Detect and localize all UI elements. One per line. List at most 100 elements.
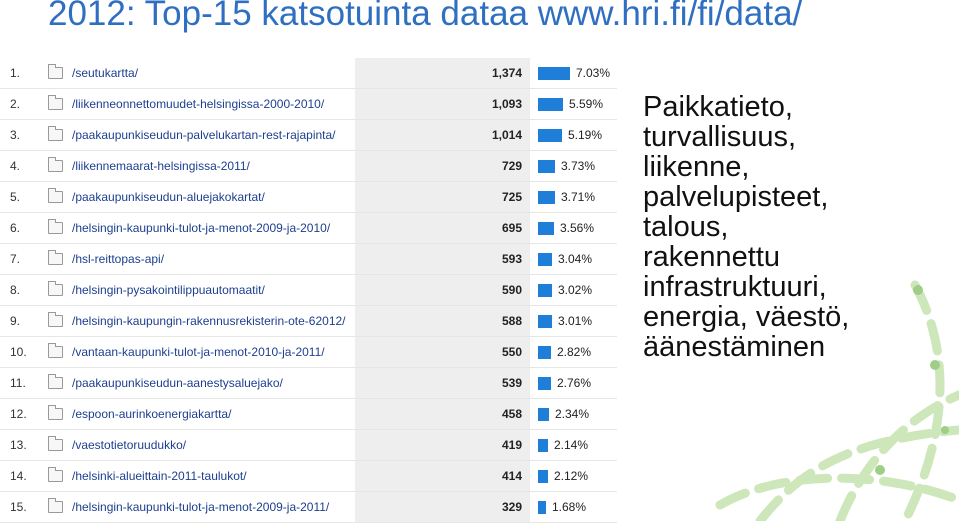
percentage-bar (538, 283, 552, 297)
topic-line: äänestäminen (643, 331, 826, 363)
percentage-bar (538, 97, 563, 111)
page-link[interactable]: /paakaupunkiseudun-aluejakokartat/ (72, 190, 265, 204)
table-row[interactable]: 14. /helsinki-alueittain-2011-taulukot/41… (0, 461, 617, 492)
pageviews-value: 725 (355, 182, 530, 212)
percentage-cell: 2.76% (530, 376, 617, 390)
percentage-cell: 7.03% (530, 66, 617, 80)
row-rank: 4. (10, 159, 21, 173)
table-row[interactable]: 7. /hsl-reittopas-api/593 3.04% (0, 244, 617, 275)
percentage-value: 5.19% (568, 128, 603, 142)
folder-icon[interactable] (48, 436, 72, 451)
row-rank: 12. (10, 407, 27, 421)
percentage-bar (538, 190, 555, 204)
table-row[interactable]: 5. /paakaupunkiseudun-aluejakokartat/725 3… (0, 182, 617, 213)
folder-icon[interactable] (48, 405, 72, 420)
pageviews-value: 1,093 (355, 89, 530, 119)
percentage-value: 2.12% (554, 469, 589, 483)
page-link[interactable]: /helsingin-kaupungin-rakennusrekisterin-… (72, 314, 346, 328)
table-row[interactable]: 8. /helsingin-pysakointilippuautomaatit/5… (0, 275, 617, 306)
row-rank: 11. (10, 376, 26, 390)
row-rank: 7. (10, 252, 21, 266)
topic-line: infrastruktuuri, (643, 271, 827, 303)
folder-icon[interactable] (48, 467, 72, 482)
pageviews-value: 588 (355, 306, 530, 336)
topic-line: Paikkatieto, (643, 91, 793, 123)
percentage-bar (538, 128, 562, 142)
top-pages-table: 1. /seutukartta/1,374 7.03% 2. /liikenneonne… (0, 58, 617, 523)
page-link[interactable]: /paakaupunkiseudun-aanestysaluejako/ (72, 376, 283, 390)
percentage-cell: 5.59% (530, 97, 617, 111)
page-link[interactable]: /vantaan-kaupunki-tulot-ja-menot-2010-ja… (72, 345, 325, 359)
table-row[interactable]: 4. /liikennemaarat-helsingissa-2011/729 3.… (0, 151, 617, 182)
pageviews-value: 419 (355, 430, 530, 460)
row-rank: 8. (10, 283, 21, 297)
page-link[interactable]: /hsl-reittopas-api/ (72, 252, 165, 266)
page-link[interactable]: /seutukartta/ (72, 66, 139, 80)
table-row[interactable]: 2. /liikenneonnettomuudet-helsingissa-200… (0, 89, 617, 120)
table-row[interactable]: 9. /helsingin-kaupungin-rakennusrekisteri… (0, 306, 617, 337)
percentage-value: 2.34% (555, 407, 590, 421)
table-row[interactable]: 10. /vantaan-kaupunki-tulot-ja-menot-2010… (0, 337, 617, 368)
page-link[interactable]: /helsingin-kaupunki-tulot-ja-menot-2009-… (72, 221, 331, 235)
page-link[interactable]: /liikenneonnettomuudet-helsingissa-2000-… (72, 97, 325, 111)
percentage-cell: 2.12% (530, 469, 617, 483)
percentage-value: 3.04% (558, 252, 593, 266)
topic-line: liikenne, (643, 151, 750, 183)
percentage-bar (538, 314, 552, 328)
topic-line: palvelupisteet, (643, 181, 829, 213)
table-row[interactable]: 1. /seutukartta/1,374 7.03% (0, 58, 617, 89)
percentage-value: 3.56% (560, 221, 595, 235)
pageviews-value: 593 (355, 244, 530, 274)
topic-line: turvallisuus, (643, 121, 797, 153)
percentage-value: 7.03% (576, 66, 611, 80)
pageviews-value: 695 (355, 213, 530, 243)
percentage-value: 2.82% (557, 345, 592, 359)
folder-icon[interactable] (48, 312, 72, 327)
folder-icon[interactable] (48, 250, 72, 265)
page-link[interactable]: /espoon-aurinkoenergiakartta/ (72, 407, 232, 421)
row-rank: 10. (10, 345, 27, 359)
percentage-cell: 5.19% (530, 128, 617, 142)
percentage-value: 2.76% (557, 376, 592, 390)
folder-icon[interactable] (48, 219, 72, 234)
pageviews-value: 1,374 (355, 58, 530, 88)
page-link[interactable]: /paakaupunkiseudun-palvelukartan-rest-ra… (72, 128, 336, 142)
pageviews-value: 550 (355, 337, 530, 367)
page-link[interactable]: /helsingin-pysakointilippuautomaatit/ (72, 283, 265, 297)
table-row[interactable]: 15. /helsingin-kaupunki-tulot-ja-menot-20… (0, 492, 617, 523)
percentage-bar (538, 407, 549, 421)
row-rank: 9. (10, 314, 21, 328)
topic-line: rakennettu (643, 241, 781, 273)
page-link[interactable]: /liikennemaarat-helsingissa-2011/ (72, 159, 250, 173)
slide-title: 2012: Top-15 katsotuinta dataa www.hri.f… (48, 0, 803, 33)
percentage-bar (538, 500, 546, 514)
folder-icon[interactable] (48, 64, 72, 79)
page-link[interactable]: /helsingin-kaupunki-tulot-ja-menot-2009-… (72, 500, 330, 514)
row-rank: 3. (10, 128, 21, 142)
folder-icon[interactable] (48, 281, 72, 296)
percentage-bar (538, 469, 548, 483)
folder-icon[interactable] (48, 498, 72, 513)
folder-icon[interactable] (48, 188, 72, 203)
folder-icon[interactable] (48, 374, 72, 389)
table-row[interactable]: 6. /helsingin-kaupunki-tulot-ja-menot-200… (0, 213, 617, 244)
pageviews-value: 414 (355, 461, 530, 491)
table-row[interactable]: 3. /paakaupunkiseudun-palvelukartan-rest-… (0, 120, 617, 151)
percentage-value: 2.14% (554, 438, 589, 452)
folder-icon[interactable] (48, 95, 72, 110)
row-rank: 6. (10, 221, 21, 235)
table-row[interactable]: 12. /espoon-aurinkoenergiakartta/458 2.34% (0, 399, 617, 430)
table-row[interactable]: 13. /vaestotietoruudukko/419 2.14% (0, 430, 617, 461)
page-link[interactable]: /helsinki-alueittain-2011-taulukot/ (72, 469, 247, 483)
percentage-cell: 3.73% (530, 159, 617, 173)
percentage-cell: 2.82% (530, 345, 617, 359)
percentage-bar (538, 438, 548, 452)
pageviews-value: 329 (355, 492, 530, 522)
table-row[interactable]: 11. /paakaupunkiseudun-aanestysaluejako/5… (0, 368, 617, 399)
folder-icon[interactable] (48, 157, 72, 172)
row-rank: 5. (10, 190, 21, 204)
folder-icon[interactable] (48, 126, 72, 141)
folder-icon[interactable] (48, 343, 72, 358)
page-link[interactable]: /vaestotietoruudukko/ (72, 438, 187, 452)
